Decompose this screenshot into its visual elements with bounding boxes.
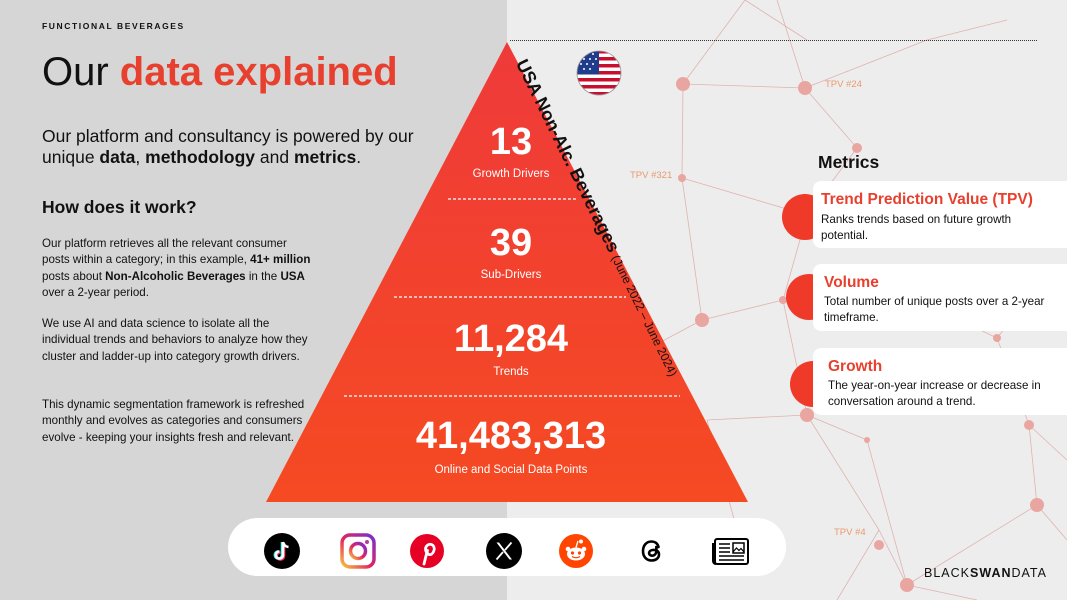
instagram-icon[interactable] — [340, 533, 376, 569]
logo-black: BLACK — [924, 566, 970, 580]
usa-flag-icon — [576, 50, 622, 96]
tier-trends-label: Trends — [493, 366, 529, 378]
p1-d: Non-Alcoholic Beverages — [105, 269, 246, 283]
news-icon[interactable] — [710, 533, 752, 569]
tier-trends-value: 11,284 — [453, 318, 569, 360]
tiktok-icon[interactable] — [264, 533, 300, 569]
logo-data: DATA — [1011, 566, 1047, 580]
metric-desc-growth: The year-on-year increase or decrease in… — [828, 379, 1041, 409]
metric-card-growth: Growth The year-on-year increase or decr… — [813, 348, 1067, 415]
eyebrow-category: FUNCTIONAL BEVERAGES — [42, 21, 185, 31]
company-logo: BLACKSWANDATA — [924, 566, 1047, 580]
intro-sep1: , — [135, 147, 146, 167]
how-heading: How does it work? — [42, 197, 197, 217]
metric-title-tpv: Trend Prediction Value (TPV) — [821, 191, 1033, 208]
intro-end: . — [356, 147, 362, 167]
metric-title-volume: Volume — [824, 274, 879, 291]
p1-e: in the — [245, 269, 281, 283]
p1-b: 41+ million — [250, 253, 311, 267]
tier-sub-drivers-value: 39 — [489, 222, 533, 264]
p1-a: Our platform retrieves all the relevant … — [42, 237, 287, 267]
top-dotted-rule — [510, 40, 1037, 41]
threads-icon[interactable] — [634, 533, 670, 569]
p1-c: posts about — [42, 269, 106, 283]
title-accent: data explained — [119, 50, 398, 94]
intro-pre: Our platform and consultancy is powered … — [42, 126, 414, 167]
metric-desc-volume: Total number of unique posts over a 2-ye… — [824, 295, 1045, 325]
tier-growth-drivers-value: 13 — [489, 121, 533, 163]
x-icon[interactable] — [486, 533, 522, 569]
tier-data-points-value: 41,483,313 — [415, 415, 607, 457]
metrics-heading: Metrics — [818, 152, 880, 172]
intro-data: data — [99, 147, 136, 167]
metric-desc-tpv: Ranks trends based on future growth pote… — [821, 213, 1012, 243]
tpv-label-4: TPV #4 — [834, 527, 866, 538]
intro-sep2: and — [255, 147, 294, 167]
page-title: Our data explained — [42, 48, 398, 96]
tier-sub-drivers-label: Sub-Drivers — [480, 269, 542, 281]
metric-card-tpv: Trend Prediction Value (TPV) Ranks trend… — [813, 181, 1067, 248]
intro-methodology: methodology — [145, 147, 255, 167]
pinterest-icon[interactable] — [409, 533, 445, 569]
intro-text: Our platform and consultancy is powered … — [42, 126, 442, 168]
tpv-label-24: TPV #24 — [825, 79, 862, 90]
how-paragraph-2: We use AI and data science to isolate al… — [42, 317, 308, 363]
intro-metrics: metrics — [293, 147, 357, 167]
how-paragraph-1: Our platform retrieves all the relevant … — [42, 236, 317, 301]
tpv-label-321: TPV #321 — [630, 170, 673, 181]
tier-growth-drivers-label: Growth Drivers — [472, 168, 550, 180]
tier-data-points-label: Online and Social Data Points — [434, 464, 588, 476]
metric-card-volume: Volume Total number of unique posts over… — [813, 264, 1067, 331]
p1-f: USA — [280, 269, 305, 283]
metric-title-growth: Growth — [828, 358, 883, 375]
p1-g: over a 2-year period. — [42, 285, 149, 299]
logo-swan: SWAN — [970, 566, 1012, 580]
network-background — [626, 0, 1067, 600]
pyramid-shape — [266, 42, 748, 502]
title-plain: Our — [42, 50, 120, 94]
reddit-icon[interactable] — [558, 533, 594, 569]
how-paragraph-3: This dynamic segmentation framework is r… — [42, 398, 305, 444]
